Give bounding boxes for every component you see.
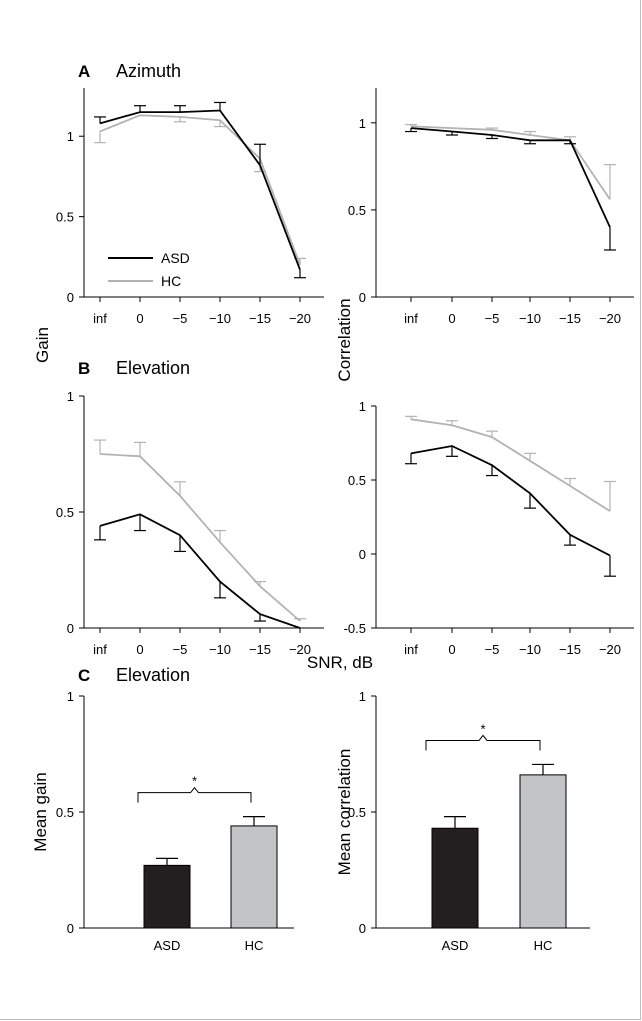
y-tick-label: 1 [359, 116, 366, 131]
significance-bracket [137, 786, 252, 803]
hc-series-line [99, 453, 301, 622]
x-tick-label: −10 [209, 642, 231, 657]
panel-a-title: Azimuth [116, 61, 181, 81]
significance-bracket [425, 734, 541, 751]
x-tick-label: −15 [559, 642, 581, 657]
y-tick-label: 0.5 [56, 805, 74, 820]
y-tick-label: 0 [67, 621, 74, 636]
x-tick-label: −15 [249, 311, 271, 326]
x-tick-label: −15 [559, 311, 581, 326]
x-tick-label: −5 [485, 311, 500, 326]
panel-c-letter: C [78, 666, 90, 685]
panel-c-title: Elevation [116, 665, 190, 685]
x-tick-label: inf [93, 642, 107, 657]
x-tick-label: −5 [485, 642, 500, 657]
chart-mean-gain: 0 0.5 1 ASD HC * Mean gain [31, 689, 294, 953]
asd-series-line [410, 445, 611, 557]
hc-series-line [99, 114, 301, 266]
x-tick-label: 0 [136, 642, 143, 657]
x-tick-label: 0 [448, 642, 455, 657]
y-tick-label: 0.5 [348, 805, 366, 820]
chart-azimuth-correlation: 0 0.5 1 inf 0 −5 −10 −15 −20 [348, 88, 634, 326]
y-tick-label: -0.5 [344, 621, 366, 636]
y-tick-label: 0 [67, 290, 74, 305]
hc-series-line [410, 125, 611, 201]
snr-axis-label: SNR, dB [307, 653, 373, 672]
significance-star: * [480, 721, 485, 736]
x-tick-label: −20 [289, 311, 311, 326]
y-tick-label: 1 [67, 689, 74, 704]
hc-series-line [410, 418, 611, 512]
chart-elevation-gain: 0 0.5 1 inf 0 −5 −10 −15 −20 [56, 389, 324, 657]
gain-axis-label: Gain [33, 327, 52, 363]
asd-bar [431, 827, 479, 929]
correlation-axis-label: Correlation [335, 298, 354, 381]
x-tick-label: −5 [173, 642, 188, 657]
hc-bar [230, 825, 278, 929]
significance-star: * [192, 774, 197, 789]
x-tick-label: −15 [249, 642, 271, 657]
panel-b-letter: B [78, 359, 90, 378]
x-tick-label: HC [534, 938, 553, 953]
x-tick-label: 0 [136, 311, 143, 326]
x-tick-label: inf [404, 642, 418, 657]
asd-series-line [410, 127, 611, 228]
y-tick-label: 1 [67, 129, 74, 144]
x-tick-label: HC [245, 938, 264, 953]
y-tick-label: 0.5 [56, 505, 74, 520]
y-tick-label: 1 [359, 689, 366, 704]
hc-legend-label: HC [161, 273, 181, 289]
x-tick-label: 0 [448, 311, 455, 326]
x-tick-label: −20 [599, 642, 621, 657]
asd-bar [143, 864, 191, 929]
y-axis-label: Mean gain [31, 772, 50, 851]
panel-b-title: Elevation [116, 358, 190, 378]
x-tick-label: −10 [519, 311, 541, 326]
x-tick-label: −10 [209, 311, 231, 326]
asd-series-line [99, 513, 301, 629]
panel-a-letter: A [78, 62, 90, 81]
chart-elevation-correlation: -0.5 0 0.5 1 inf 0 −5 −10 −15 −20 [344, 399, 634, 657]
asd-legend-label: ASD [161, 250, 190, 266]
x-tick-label: −10 [519, 642, 541, 657]
x-tick-label: −20 [599, 311, 621, 326]
x-tick-label: −20 [289, 642, 311, 657]
chart-azimuth-gain: 0 0.5 1 inf 0 −5 −10 −15 −20 ASD HC [56, 88, 324, 326]
x-tick-label: −5 [173, 311, 188, 326]
y-tick-label: 1 [67, 389, 74, 404]
x-tick-label: ASD [442, 938, 469, 953]
y-tick-label: 0 [359, 921, 366, 936]
y-tick-label: 0 [359, 547, 366, 562]
y-tick-label: 0.5 [348, 473, 366, 488]
y-tick-label: 0 [359, 290, 366, 305]
y-tick-label: 0 [67, 921, 74, 936]
x-tick-label: inf [93, 311, 107, 326]
x-tick-label: inf [404, 311, 418, 326]
y-tick-label: 0.5 [348, 203, 366, 218]
chart-mean-correlation: 0 0.5 1 ASD HC * Mean correlation [335, 689, 590, 953]
y-axis-label: Mean correlation [335, 749, 354, 876]
x-tick-label: ASD [154, 938, 181, 953]
hc-bar [519, 774, 567, 929]
y-tick-label: 0.5 [56, 210, 74, 225]
asd-series-line [99, 109, 301, 271]
y-tick-label: 1 [359, 399, 366, 414]
